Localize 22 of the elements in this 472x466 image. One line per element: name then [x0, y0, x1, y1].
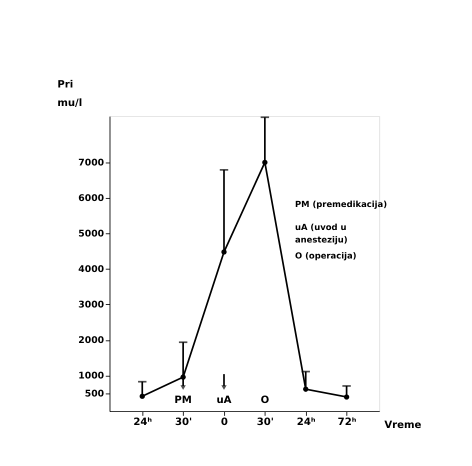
- y-tick-label: 5000: [78, 228, 104, 240]
- y-tick-label: 4000: [78, 264, 104, 275]
- x-axis-title: Vreme: [384, 420, 422, 432]
- x-tick-label: 0: [220, 417, 228, 428]
- annotation: uA: [216, 394, 232, 406]
- y-tick-label: 1000: [78, 370, 104, 382]
- annotation: PM: [174, 394, 192, 406]
- y-tick-label: 6000: [78, 192, 104, 204]
- y-tick-label: 2000: [78, 335, 104, 346]
- y-tick-label: 3000: [78, 300, 104, 311]
- annotation: O: [260, 394, 270, 406]
- x-tick-label: 24ʰ: [133, 417, 152, 428]
- annotation: PM (premedikacija): [295, 199, 388, 210]
- x-tick-label: 30': [174, 417, 192, 428]
- annotation: uA (uvod u anesteziju): [295, 222, 348, 245]
- y-tick-label: 500: [84, 388, 104, 400]
- y-axis-title: Pri mu/l: [57, 80, 82, 110]
- y-tick-label: 7000: [78, 157, 104, 168]
- x-tick-label: 30': [256, 417, 274, 428]
- x-tick-label: 24ʰ: [296, 417, 316, 428]
- annotation: O (operacija): [295, 250, 357, 261]
- x-tick-label: 72ʰ: [338, 417, 357, 428]
